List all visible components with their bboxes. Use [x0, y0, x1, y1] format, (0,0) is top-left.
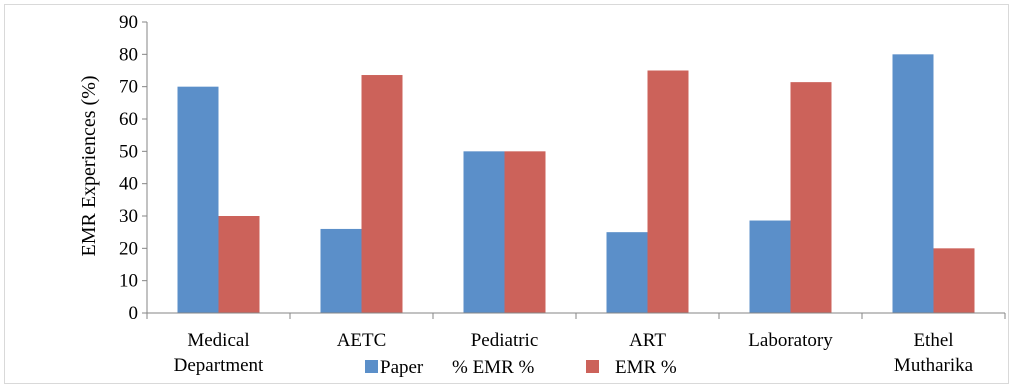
x-tick-label: Department — [174, 355, 264, 376]
bar-emr — [647, 70, 689, 313]
x-tick-label: Medical — [187, 330, 249, 351]
legend: Paper % EMR % EMR % — [365, 357, 677, 378]
y-tick-label: 50 — [119, 141, 138, 162]
x-tick-label: Pediatric — [471, 330, 539, 351]
x-tick-label: Laboratory — [748, 330, 833, 351]
x-tick-label: AETC — [337, 330, 387, 351]
legend-label-paper: Paper — [380, 357, 424, 378]
y-tick-label: 70 — [119, 77, 138, 98]
bar-paper — [749, 220, 791, 313]
legend-swatch-paper — [365, 360, 378, 373]
bar-emr — [361, 75, 403, 313]
legend-label-emr: EMR % — [615, 357, 677, 378]
bar-emr — [504, 151, 546, 313]
x-tick-label: Ethel — [913, 330, 953, 351]
bars — [177, 54, 975, 314]
bar-paper — [463, 151, 505, 313]
y-tick-label: 0 — [129, 303, 139, 324]
bar-paper — [606, 232, 648, 313]
x-tick-label: ART — [629, 330, 666, 351]
legend-label-paper-continued: % EMR % — [452, 357, 535, 378]
y-axis-title: EMR Experiences (%) — [78, 75, 100, 256]
bar-paper — [177, 86, 219, 314]
y-tick-label: 30 — [119, 206, 138, 227]
bar-paper — [892, 54, 934, 313]
y-tick-label: 80 — [119, 44, 138, 65]
bar-emr — [790, 82, 832, 313]
y-tick-label: 10 — [119, 271, 138, 292]
bar-paper — [320, 228, 362, 313]
y-tick-label: 40 — [119, 174, 138, 195]
x-tick-label: Mutharika — [894, 355, 974, 376]
legend-swatch-emr — [586, 360, 599, 373]
y-tick-label: 20 — [119, 238, 138, 259]
y-tick-label: 60 — [119, 109, 138, 130]
chart-frame — [4, 4, 1009, 384]
y-tick-label: 90 — [119, 12, 138, 33]
bar-emr — [933, 248, 975, 313]
y-axis: 0 10 20 30 40 50 60 70 80 90 — [119, 12, 148, 324]
bar-emr — [218, 216, 260, 313]
x-axis: Medical Department AETC Pediatric ART Laborat… — [146, 312, 1006, 376]
